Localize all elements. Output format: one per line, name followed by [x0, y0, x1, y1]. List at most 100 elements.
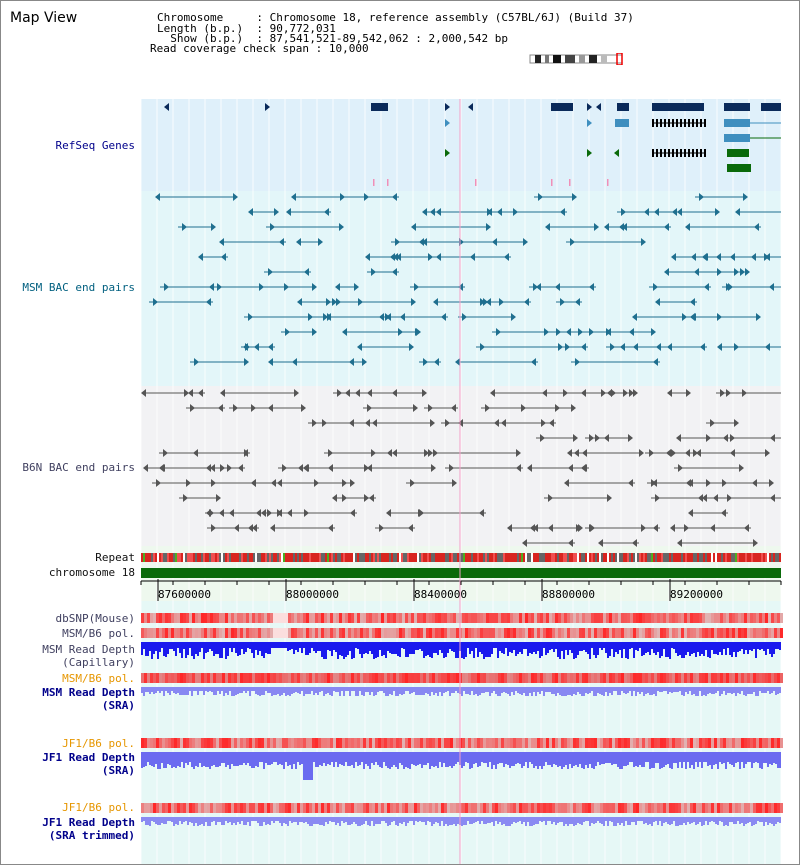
track-label-jf1-depth-sra[interactable]: JF1 Read Depth [42, 751, 135, 764]
heat-cell [282, 803, 285, 813]
bac-end [364, 464, 369, 472]
repeat-cell [387, 553, 389, 562]
heat-cell [195, 738, 198, 748]
bac-end [392, 193, 397, 201]
depth-bar [175, 642, 177, 656]
bac-end [291, 193, 296, 201]
depth-bar [621, 687, 623, 691]
heat-cell [384, 613, 387, 623]
depth-bar [671, 817, 673, 824]
depth-bar [221, 687, 223, 691]
depth-bar [355, 817, 357, 824]
bac-end [698, 494, 703, 502]
heat-cell [552, 803, 555, 813]
repeat-cell [321, 553, 323, 562]
track-label-refseq[interactable]: RefSeq Genes [55, 139, 135, 152]
heat-cell [273, 613, 276, 623]
depth-bar [507, 817, 509, 826]
track-label-msm-bac[interactable]: MSM BAC end pairs [22, 281, 135, 294]
heat-cell [735, 673, 738, 683]
heat-cell [147, 673, 150, 683]
heat-cell [621, 738, 624, 748]
heat-cell [300, 738, 303, 748]
depth-bar [703, 642, 705, 656]
track-label-jf1-depth-trim[interactable]: JF1 Read Depth [42, 816, 135, 829]
heat-cell [291, 738, 294, 748]
heat-cell [306, 738, 309, 748]
depth-bar [267, 817, 269, 824]
heat-cell [609, 628, 612, 638]
repeat-cell [687, 553, 689, 562]
depth-bar [479, 687, 481, 695]
heat-cell [603, 738, 606, 748]
heat-cell [330, 613, 333, 623]
repeat-cell [741, 553, 743, 562]
track-label-msm-depth-sra[interactable]: MSM Read Depth [42, 686, 135, 699]
heat-cell [681, 628, 684, 638]
depth-bar [627, 752, 629, 765]
depth-bar [493, 642, 495, 648]
depth-bar [261, 817, 263, 826]
repeat-cell [723, 553, 725, 562]
heat-cell [174, 738, 177, 748]
heat-cell [777, 803, 780, 813]
heat-cell [585, 803, 588, 813]
heat-cell [201, 738, 204, 748]
repeat-cell [559, 553, 561, 562]
repeat-cell [203, 553, 205, 562]
repeat-cell [279, 553, 281, 562]
heat-cell [204, 628, 207, 638]
heat-cell [663, 628, 666, 638]
heat-cell [771, 673, 774, 683]
depth-bar [655, 642, 657, 655]
heat-cell [399, 613, 402, 623]
depth-bar [301, 817, 303, 822]
repeat-cell [701, 553, 703, 562]
repeat-cell [637, 553, 639, 562]
bac-end [677, 539, 682, 547]
depth-bar [725, 687, 727, 695]
depth-bar [331, 752, 333, 762]
heat-cell [420, 803, 423, 813]
repeat-cell [695, 553, 697, 562]
depth-bar [335, 642, 337, 652]
bac-end [422, 238, 427, 246]
chromosome-ideogram[interactable] [529, 53, 625, 65]
heat-cell [480, 628, 483, 638]
depth-bar [175, 752, 177, 768]
track-label-jf1-b6-pol-2[interactable]: JF1/B6 pol. [62, 801, 135, 814]
heat-cell [306, 803, 309, 813]
heat-cell [144, 628, 147, 638]
coverage-key: Read coverage check span [150, 42, 309, 55]
depth-bar [153, 687, 155, 694]
track-label-dbsnp[interactable]: dbSNP(Mouse) [55, 612, 135, 625]
heat-cell [177, 803, 180, 813]
depth-bar [403, 817, 405, 822]
bac-end [326, 298, 331, 306]
depth-bar [473, 687, 475, 695]
bac-end [578, 524, 583, 532]
depth-bar [457, 752, 459, 762]
depth-bar [245, 642, 247, 652]
track-label-msm-b6-pol-2[interactable]: MSM/B6 pol. [62, 672, 135, 685]
heat-cell [561, 738, 564, 748]
track-label-jf1-b6-pol-1[interactable]: JF1/B6 pol. [62, 737, 135, 750]
bac-end [664, 223, 669, 231]
track-label-b6n-bac[interactable]: B6N BAC end pairs [22, 461, 135, 474]
heat-cell [660, 803, 663, 813]
bac-end [507, 524, 512, 532]
depth-bar [761, 752, 763, 769]
track-label-repeat[interactable]: Repeat [95, 551, 135, 564]
heat-cell [726, 738, 729, 748]
depth-bar [653, 642, 655, 653]
repeat-cell [363, 553, 365, 562]
track-label-msm-depth-cap[interactable]: MSM Read Depth [42, 643, 135, 656]
depth-bar [465, 752, 467, 762]
depth-bar [445, 687, 447, 692]
depth-bar [695, 752, 697, 762]
depth-bar [563, 817, 565, 826]
repeat-cell [589, 553, 591, 562]
depth-bar [631, 642, 633, 648]
track-label-msm-b6-pol-1[interactable]: MSM/B6 pol. [62, 627, 135, 640]
